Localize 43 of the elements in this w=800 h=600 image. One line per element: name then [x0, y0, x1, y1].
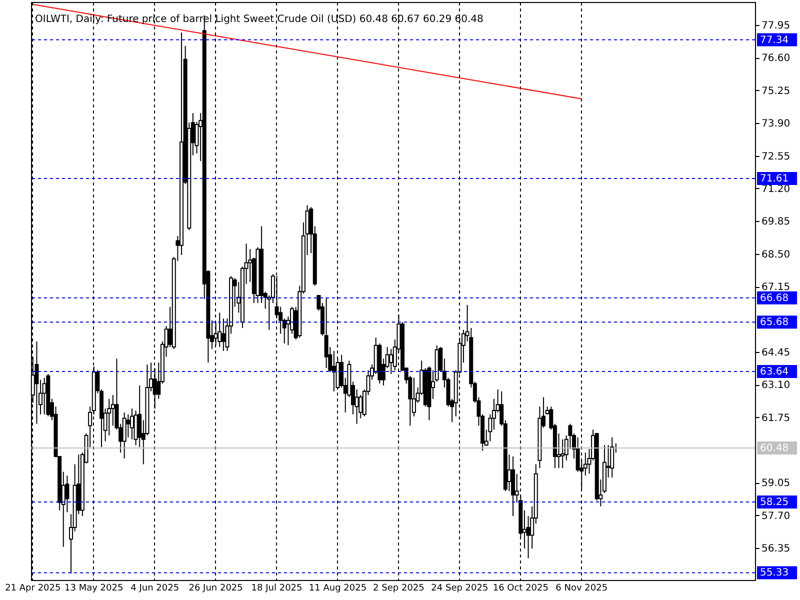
- x-tick-label: 26 Jun 2025: [188, 584, 243, 594]
- y-tick-label: 72.55: [762, 151, 790, 162]
- x-tick-label: 6 Nov 2025: [556, 584, 608, 594]
- candlestick: [218, 312, 222, 348]
- ref-line-label: 71.61: [760, 174, 789, 185]
- y-tick-label: 73.90: [762, 118, 790, 130]
- x-tick-label: 4 Jun 2025: [130, 584, 180, 594]
- x-tick-label: 2 Sep 2025: [373, 584, 424, 594]
- candlestick: [389, 348, 394, 374]
- y-tick-label: 68.50: [762, 249, 790, 260]
- candlestick: [221, 318, 226, 352]
- y-tick-label: 56.35: [762, 544, 790, 555]
- candlestick: [610, 436, 614, 478]
- y-tick-label: 64.45: [762, 347, 790, 358]
- ref-line-label: 55.33: [760, 568, 789, 579]
- ref-line-label: 65.68: [760, 317, 789, 328]
- candlestick: [122, 412, 126, 459]
- candlestick: [34, 340, 39, 424]
- x-tick-label: 16 Oct 2025: [492, 584, 548, 594]
- candlestick: [126, 414, 130, 438]
- x-tick-label: 13 May 2025: [64, 584, 124, 594]
- candlestick: [42, 377, 46, 415]
- ref-line-label: 77.34: [760, 34, 789, 46]
- y-tick-label: 57.70: [762, 510, 790, 522]
- y-tick-label: 69.85: [762, 216, 790, 228]
- x-tick-label: 24 Sep 2025: [431, 584, 488, 594]
- x-tick-label: 18 Jul 2025: [251, 584, 302, 594]
- y-tick-label: 63.10: [762, 380, 790, 392]
- ref-line-label: 60.48: [760, 443, 789, 454]
- x-tick-label: 21 Apr 2025: [5, 584, 61, 594]
- ref-line-label: 63.64: [760, 366, 789, 378]
- y-tick-label: 77.95: [762, 20, 790, 32]
- y-tick-label: 76.60: [762, 53, 790, 64]
- ref-line-label: 66.68: [760, 292, 789, 304]
- y-tick-label: 67.15: [762, 282, 790, 294]
- candlestick: [130, 408, 134, 440]
- y-tick-label: 71.20: [762, 184, 790, 195]
- y-tick-label: 75.25: [762, 86, 790, 97]
- x-tick-label: 11 Aug 2025: [308, 584, 367, 594]
- y-tick-label: 61.75: [762, 412, 790, 424]
- ref-line-label: 58.25: [760, 497, 789, 508]
- candlestick: [324, 296, 328, 369]
- y-tick-label: 59.05: [762, 478, 790, 490]
